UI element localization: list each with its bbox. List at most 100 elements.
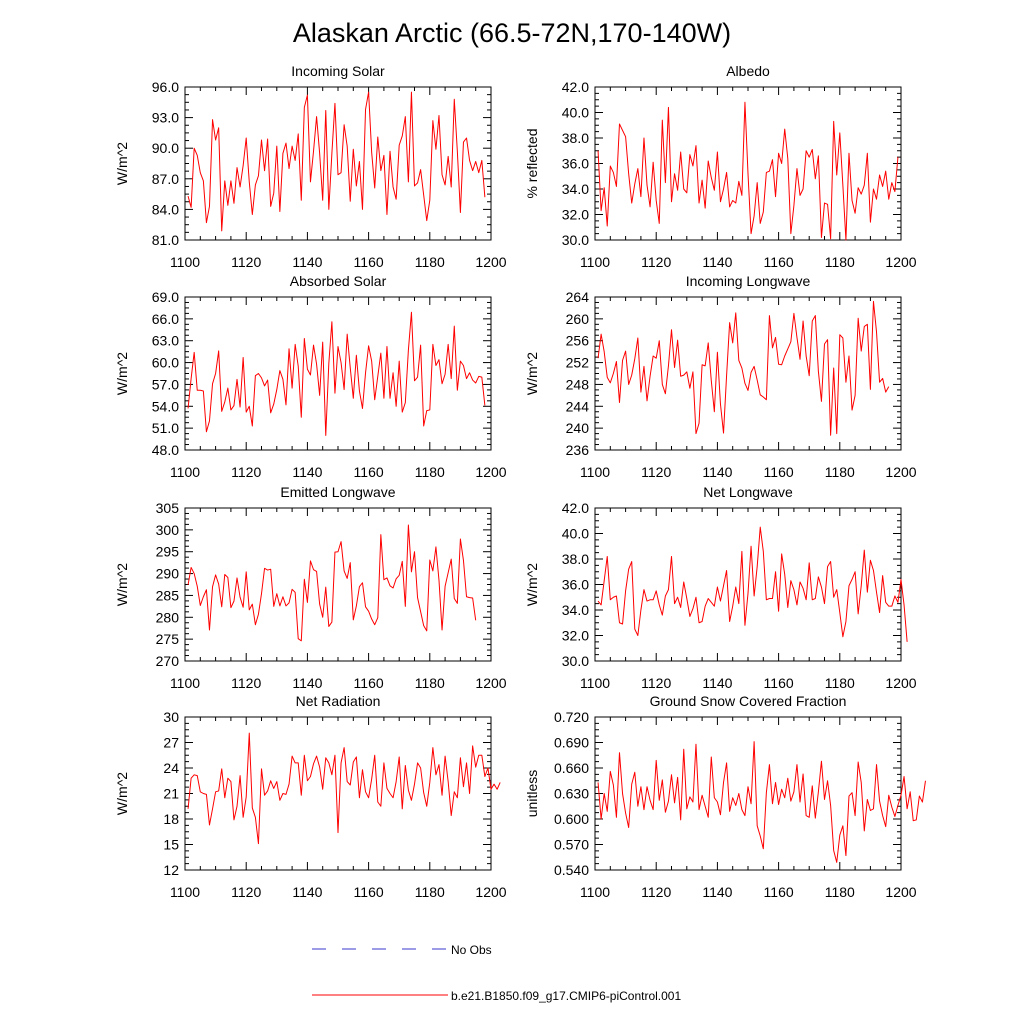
y-tick-label: 69.0 [152, 289, 179, 305]
series-line [597, 300, 890, 436]
x-tick-label: 1200 [885, 464, 916, 480]
y-tick-label: 0.540 [554, 862, 589, 878]
y-tick-label: 36.0 [562, 156, 589, 172]
x-tick-label: 1140 [292, 464, 322, 480]
series-line [187, 91, 486, 232]
y-tick-label: 38.0 [562, 130, 589, 146]
y-tick-label: 260 [566, 311, 590, 327]
y-tick-label: 32.0 [562, 207, 589, 223]
x-tick-label: 1200 [885, 884, 916, 900]
x-tick-label: 1120 [231, 675, 261, 691]
y-tick-label: 66.0 [152, 311, 179, 327]
figure-title: Alaskan Arctic (66.5-72N,170-140W) [293, 18, 731, 48]
y-tick-label: 18 [163, 811, 179, 827]
y-axis-label: W/m^2 [524, 352, 540, 395]
y-tick-label: 275 [156, 631, 180, 647]
y-tick-label: 40.0 [562, 526, 589, 542]
y-axis-label: W/m^2 [524, 563, 540, 606]
y-tick-label: 285 [156, 587, 180, 603]
x-tick-label: 1200 [475, 254, 506, 270]
x-tick-label: 1160 [354, 675, 384, 691]
y-tick-label: 12 [163, 862, 179, 878]
y-tick-label: 30.0 [562, 653, 589, 669]
x-tick-label: 1180 [415, 884, 445, 900]
y-tick-label: 280 [156, 609, 180, 625]
x-tick-label: 1160 [764, 884, 794, 900]
legend: No Obs b.e21.B1850.f09_g17.CMIP6-piContr… [312, 943, 681, 1003]
y-tick-label: 24 [163, 760, 179, 776]
panel-title: Incoming Longwave [686, 273, 811, 289]
chart-panel: Emitted Longwave W/m^2 1100 1120 1140 1160 118… [114, 484, 507, 691]
y-tick-label: 30 [163, 709, 179, 725]
y-tick-label: 34.0 [562, 181, 589, 197]
y-tick-label: 51.0 [152, 420, 179, 436]
x-tick-label: 1100 [580, 675, 610, 691]
x-tick-label: 1180 [415, 675, 445, 691]
y-axis-label: W/m^2 [114, 352, 130, 395]
x-tick-label: 1180 [825, 884, 855, 900]
y-tick-label: 264 [566, 289, 590, 305]
x-tick-label: 1100 [580, 254, 610, 270]
chart-panel: Incoming Longwave W/m^2 1100 1120 1140 1160 11… [524, 273, 917, 480]
y-axis-label: W/m^2 [114, 563, 130, 606]
y-tick-label: 63.0 [152, 333, 179, 349]
x-tick-label: 1120 [231, 464, 261, 480]
y-axis-label: W/m^2 [114, 772, 130, 815]
x-tick-label: 1200 [885, 675, 916, 691]
y-tick-label: 270 [156, 653, 180, 669]
y-tick-label: 87.0 [152, 171, 179, 187]
y-tick-label: 81.0 [152, 232, 179, 248]
chart-panel: Absorbed Solar W/m^2 1100 1120 1140 1160 1180 1… [114, 273, 507, 480]
y-tick-label: 256 [566, 333, 590, 349]
y-tick-label: 0.660 [554, 760, 589, 776]
y-tick-label: 295 [156, 544, 180, 560]
chart-panels: Incoming Solar W/m^2 1100 1120 1140 1160 1180 1… [114, 63, 926, 900]
y-tick-label: 54.0 [152, 398, 179, 414]
x-tick-label: 1160 [354, 464, 384, 480]
y-tick-label: 0.690 [554, 735, 589, 751]
x-tick-label: 1140 [292, 884, 322, 900]
y-tick-label: 236 [566, 442, 590, 458]
x-tick-label: 1120 [641, 254, 671, 270]
x-tick-label: 1140 [702, 884, 732, 900]
legend-model-label: b.e21.B1850.f09_g17.CMIP6-piControl.001 [451, 989, 681, 1003]
plot-frame [594, 716, 902, 871]
panel-title: Incoming Solar [291, 63, 385, 79]
y-tick-label: 96.0 [152, 79, 179, 95]
x-tick-label: 1160 [354, 254, 384, 270]
x-tick-label: 1120 [641, 675, 671, 691]
series-line [187, 311, 486, 436]
x-tick-label: 1100 [580, 464, 610, 480]
y-tick-label: 38.0 [562, 551, 589, 567]
x-tick-label: 1200 [475, 675, 506, 691]
series-line [187, 524, 477, 642]
y-tick-label: 248 [566, 376, 590, 392]
x-tick-label: 1140 [292, 254, 322, 270]
chart-panel: Albedo % reflected 1100 1120 1140 1160 1180 120… [524, 63, 917, 270]
x-tick-label: 1160 [764, 675, 794, 691]
x-tick-label: 1120 [231, 884, 261, 900]
y-axis-label: W/m^2 [114, 142, 130, 185]
x-tick-label: 1140 [702, 464, 732, 480]
plot-frame [594, 507, 902, 662]
y-tick-label: 84.0 [152, 201, 179, 217]
x-tick-label: 1140 [702, 675, 732, 691]
x-tick-label: 1160 [764, 464, 794, 480]
y-axis-label: % reflected [524, 128, 540, 198]
x-tick-label: 1100 [580, 884, 610, 900]
chart-panel: Net Longwave W/m^2 1100 1120 1140 1160 1180 120… [524, 484, 917, 691]
x-tick-label: 1120 [641, 464, 671, 480]
y-tick-label: 57.0 [152, 376, 179, 392]
x-tick-label: 1160 [764, 254, 794, 270]
panel-title: Absorbed Solar [290, 273, 387, 289]
series-line [187, 732, 501, 845]
y-tick-label: 42.0 [562, 500, 589, 516]
x-tick-label: 1100 [170, 254, 200, 270]
plot-frame [594, 296, 902, 451]
y-tick-label: 300 [156, 522, 180, 538]
panel-title: Albedo [726, 63, 770, 79]
x-tick-label: 1160 [354, 884, 384, 900]
y-tick-label: 90.0 [152, 140, 179, 156]
y-tick-label: 0.600 [554, 811, 589, 827]
chart-panel: Net Radiation W/m^2 1100 1120 1140 1160 1180 12… [114, 693, 507, 900]
